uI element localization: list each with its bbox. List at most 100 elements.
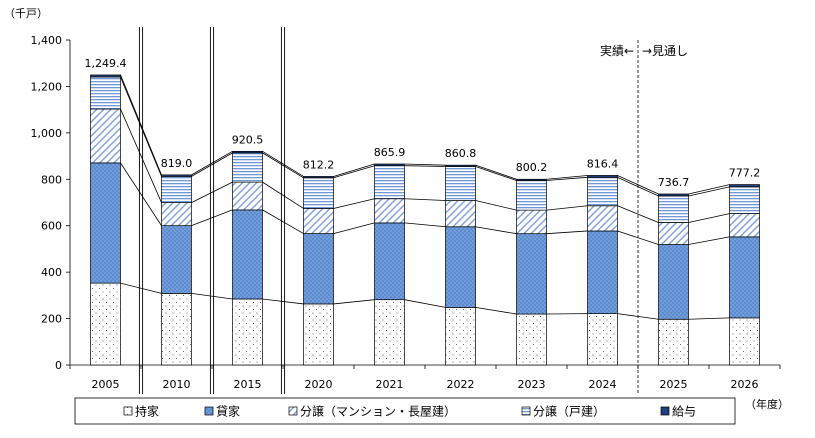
total-label-2025: 736.7 — [658, 176, 690, 189]
legend-label-employee: 給与 — [672, 405, 696, 419]
bar-2005-rental — [90, 162, 121, 284]
series-line-rental — [191, 209, 233, 227]
bar-2010-condo-rowhouse — [161, 202, 192, 226]
series-line-employee — [333, 163, 375, 177]
bar-stack-2020 — [303, 176, 334, 366]
series-line-rental — [333, 222, 375, 234]
bar-2022-rental — [445, 226, 476, 308]
bar-2021-condo-rowhouse — [374, 198, 405, 224]
series-line-condo-rowhouse — [475, 200, 517, 211]
total-label-2026: 777.2 — [729, 167, 761, 180]
x-category-label: 2005 — [92, 378, 120, 391]
bar-2021-rental — [374, 222, 405, 301]
series-line-condo-rowhouse — [617, 205, 659, 223]
bar-2020-employee — [303, 176, 334, 179]
series-line-condo-rowhouse — [191, 181, 233, 203]
x-category-label: 2022 — [447, 378, 475, 391]
bar-2020-owner-occupied — [303, 303, 334, 366]
bar-2024-condo-rowhouse — [587, 205, 618, 232]
series-line-detached — [475, 166, 517, 181]
bar-2010-detached — [161, 176, 192, 203]
bar-2005-employee — [90, 74, 121, 78]
bar-2023-rental — [516, 233, 547, 315]
x-category-label: 2020 — [305, 378, 333, 391]
series-line-owner-occupied — [262, 298, 304, 305]
series-line-employee — [617, 175, 659, 195]
legend-label-condo-rowhouse: 分譲（マンション・長屋建） — [300, 404, 456, 419]
bar-2010-rental — [161, 225, 192, 294]
bar-2021-employee — [374, 163, 405, 167]
series-line-owner-occupied — [333, 299, 375, 305]
legend-swatch-owner-occupied — [123, 406, 133, 416]
y-tick-label: 400 — [41, 266, 62, 279]
x-category-label: 2026 — [731, 378, 759, 391]
total-label-2021: 865.9 — [374, 146, 406, 159]
bar-2023-employee — [516, 178, 547, 181]
series-line-detached — [262, 152, 304, 179]
y-unit-label: （千戸） — [4, 7, 48, 20]
bar-2022-condo-rowhouse — [445, 200, 476, 228]
series-line-owner-occupied — [475, 307, 517, 315]
legend-item-employee: 給与 — [660, 405, 696, 419]
series-line-rental — [120, 162, 162, 226]
x-category-label: 2023 — [518, 378, 546, 391]
bar-stack-2010 — [161, 174, 192, 366]
series-line-employee — [475, 164, 517, 180]
y-tick-label: 1,000 — [31, 127, 63, 140]
total-label-2015: 920.5 — [232, 133, 264, 146]
series-line-condo-rowhouse — [546, 205, 588, 211]
y-tick-label: 800 — [41, 173, 62, 186]
bar-2021-detached — [374, 165, 405, 200]
x-category-label: 2010 — [163, 378, 191, 391]
bar-2023-detached — [516, 180, 547, 211]
bar-2026-employee — [729, 184, 760, 188]
legend-swatch-condo-rowhouse — [288, 406, 298, 416]
bar-stack-2021 — [374, 163, 405, 366]
series-line-employee — [262, 150, 304, 177]
legend-item-condo-rowhouse: 分譲（マンション・長屋建） — [288, 404, 456, 419]
total-label-2020: 812.2 — [303, 158, 335, 171]
series-line-owner-occupied — [191, 292, 233, 300]
series-line-rental — [546, 230, 588, 235]
series-line-detached — [333, 165, 375, 179]
bar-2022-detached — [445, 166, 476, 201]
y-tick-label: 200 — [41, 313, 62, 326]
total-label-2024: 816.4 — [587, 157, 619, 170]
legend-swatch-detached — [521, 406, 531, 416]
legend-swatch-rental — [204, 406, 214, 416]
series-line-detached — [546, 176, 588, 181]
bar-stack-2022 — [445, 164, 476, 366]
series-line-owner-occupied — [120, 282, 162, 294]
forecast-annotation: →見通し — [642, 44, 688, 58]
bar-2010-owner-occupied — [161, 293, 192, 366]
bar-2015-condo-rowhouse — [232, 181, 263, 211]
bar-2015-employee — [232, 150, 263, 154]
bar-stack-2024 — [587, 175, 618, 366]
legend-item-detached: 分譲（戸建） — [521, 404, 605, 419]
series-line-condo-rowhouse — [688, 213, 730, 223]
bar-2025-condo-rowhouse — [658, 222, 689, 245]
y-tick-label: 0 — [55, 359, 62, 372]
actual-annotation: 実績← — [600, 43, 634, 58]
series-line-employee — [191, 150, 233, 176]
plot-area: 0 200 400 600 800 1,000 1,200 1,400 2005 2010 2015… — [31, 27, 781, 394]
y-tick-label: 1,200 — [31, 80, 63, 93]
series-line-owner-occupied — [404, 299, 446, 308]
bar-2025-employee — [658, 193, 689, 197]
total-label-2023: 800.2 — [516, 161, 548, 174]
legend-label-detached: 分譲（戸建） — [533, 404, 605, 419]
bar-2015-detached — [232, 152, 263, 183]
legend-label-rental: 貸家 — [216, 404, 240, 419]
series-line-owner-occupied — [688, 317, 730, 320]
series-line-detached — [688, 186, 730, 197]
bar-2020-rental — [303, 233, 334, 305]
total-label-2022: 860.8 — [445, 147, 477, 160]
bar-2025-detached — [658, 195, 689, 223]
x-unit-label: （年度） — [745, 397, 789, 411]
series-line-condo-rowhouse — [262, 181, 304, 209]
series-line-condo-rowhouse — [404, 198, 446, 201]
legend-label-owner-occupied: 持家 — [135, 404, 159, 419]
legend-item-owner-occupied: 持家 — [123, 404, 159, 419]
series-line-rental — [475, 226, 517, 235]
bar-stack-2005 — [90, 74, 121, 366]
